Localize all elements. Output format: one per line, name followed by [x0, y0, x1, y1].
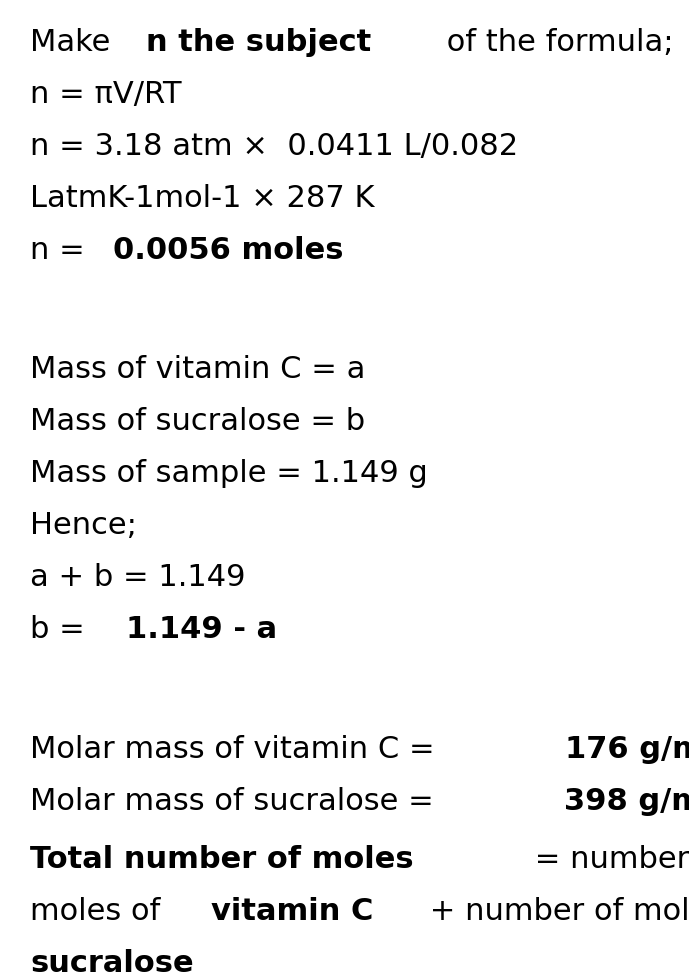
Text: n the subject: n the subject: [146, 28, 371, 57]
Text: b =: b =: [30, 615, 104, 644]
Text: 398 g/mol: 398 g/mol: [564, 787, 689, 816]
Text: Molar mass of sucralose =: Molar mass of sucralose =: [30, 787, 444, 816]
Text: Total number of moles: Total number of moles: [30, 845, 413, 874]
Text: Molar mass of vitamin C =: Molar mass of vitamin C =: [30, 735, 444, 764]
Text: moles of: moles of: [30, 897, 170, 926]
Text: Mass of sucralose = b: Mass of sucralose = b: [30, 407, 365, 436]
Text: n =: n =: [30, 236, 94, 265]
Text: Mass of sample = 1.149 g: Mass of sample = 1.149 g: [30, 459, 428, 488]
Text: Mass of vitamin C = a: Mass of vitamin C = a: [30, 355, 365, 384]
Text: 1.149 - a: 1.149 - a: [126, 615, 277, 644]
Text: 176 g/mol: 176 g/mol: [565, 735, 689, 764]
Text: + number of moles of: + number of moles of: [420, 897, 689, 926]
Text: of the formula;: of the formula;: [437, 28, 673, 57]
Text: = number of: = number of: [525, 845, 689, 874]
Text: a + b = 1.149: a + b = 1.149: [30, 563, 245, 592]
Text: Make: Make: [30, 28, 120, 57]
Text: Hence;: Hence;: [30, 511, 137, 540]
Text: n = πV/RT: n = πV/RT: [30, 80, 181, 109]
Text: vitamin C: vitamin C: [211, 897, 373, 926]
Text: 0.0056 moles: 0.0056 moles: [113, 236, 344, 265]
Text: n = 3.18 atm ×  0.0411 L/0.082: n = 3.18 atm × 0.0411 L/0.082: [30, 132, 518, 161]
Text: LatmK-1mol-1 × 287 K: LatmK-1mol-1 × 287 K: [30, 184, 375, 213]
Text: sucralose: sucralose: [30, 949, 194, 978]
